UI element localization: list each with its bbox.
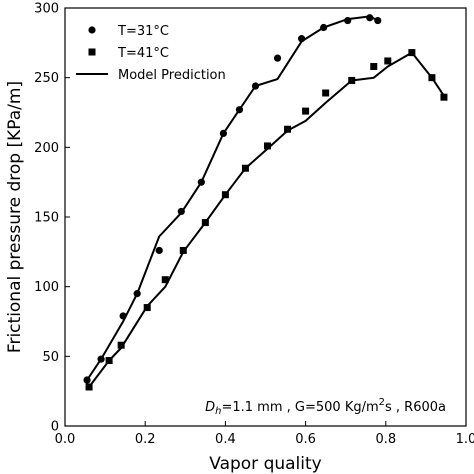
model-prediction-line-2 xyxy=(86,15,379,381)
point-41c xyxy=(284,125,292,133)
point-41c xyxy=(117,341,125,349)
annotation-superscript: 2 xyxy=(379,397,385,408)
annotation-tail: s , R600a xyxy=(385,400,446,415)
y-tick-label: 200 xyxy=(34,141,59,156)
point-31c xyxy=(320,23,328,32)
point-41c xyxy=(143,304,151,312)
x-tick-label: 0.0 xyxy=(55,432,76,447)
y-tick-label: 50 xyxy=(42,350,59,365)
point-31c xyxy=(97,355,105,363)
x-tick-label: 0.4 xyxy=(215,432,236,447)
point-41c xyxy=(201,219,209,227)
x-tick-label: 0.8 xyxy=(375,432,396,447)
point-31c xyxy=(374,16,382,25)
point-41c xyxy=(302,107,310,115)
point-31c xyxy=(366,14,374,22)
plot-marks xyxy=(83,14,448,391)
point-31c xyxy=(344,16,352,25)
point-41c xyxy=(105,357,113,365)
x-tick-label: 0.6 xyxy=(295,432,316,447)
point-31c xyxy=(197,178,205,186)
point-41c xyxy=(440,93,448,101)
legend-label-31c: T=31°C xyxy=(117,24,169,39)
y-tick-label: 100 xyxy=(34,280,59,295)
point-41c xyxy=(428,74,436,82)
point-31c xyxy=(119,312,127,320)
legend: T=31°C T=41°C Model Prediction xyxy=(76,24,226,83)
legend-label-model: Model Prediction xyxy=(118,68,226,83)
point-31c xyxy=(297,35,306,43)
annotation-main: =1.1 mm , G=500 Kg/m xyxy=(221,400,378,415)
point-41c xyxy=(384,57,392,65)
annotation-d: D xyxy=(205,400,215,415)
y-tick-label: 300 xyxy=(34,2,59,17)
y-tick-label: 0 xyxy=(51,420,59,435)
point-31c xyxy=(251,82,260,90)
point-41c xyxy=(179,246,187,254)
point-41c xyxy=(161,276,169,284)
point-31c xyxy=(155,246,163,255)
point-41c xyxy=(408,49,416,57)
point-31c xyxy=(235,106,244,114)
point-31c xyxy=(133,290,141,298)
point-41c xyxy=(241,164,249,172)
legend-label-41c: T=41°C xyxy=(117,46,169,61)
point-31c xyxy=(177,207,185,216)
annotation-h-subscript: h xyxy=(215,406,221,417)
point-31c xyxy=(83,376,91,384)
point-41c xyxy=(322,89,330,97)
x-tick-label: 1.0 xyxy=(456,432,474,447)
axis-ticks: 0.0 0.2 0.4 0.6 0.8 1.0 0 50 100 150 200 250 300 xyxy=(34,2,474,448)
legend-circle-marker xyxy=(88,26,96,34)
point-41c xyxy=(221,191,229,199)
point-31c xyxy=(273,54,282,62)
y-tick-label: 250 xyxy=(34,71,59,86)
point-41c xyxy=(85,383,93,391)
x-tick-label: 0.2 xyxy=(135,432,156,447)
point-31c xyxy=(219,129,227,137)
y-axis-label: Frictional pressure drop [KPa/m] xyxy=(5,81,25,353)
legend-square-marker xyxy=(88,48,96,56)
point-41c xyxy=(370,63,378,71)
point-41c xyxy=(348,76,356,84)
model-prediction-line-3 xyxy=(88,51,445,388)
x-axis-label: Vapor quality xyxy=(209,454,321,474)
experiment-conditions-annotation: Dh=1.1 mm , G=500 Kg/m2s , R600a xyxy=(205,397,446,417)
point-41c xyxy=(264,142,272,150)
y-tick-label: 150 xyxy=(34,211,59,226)
